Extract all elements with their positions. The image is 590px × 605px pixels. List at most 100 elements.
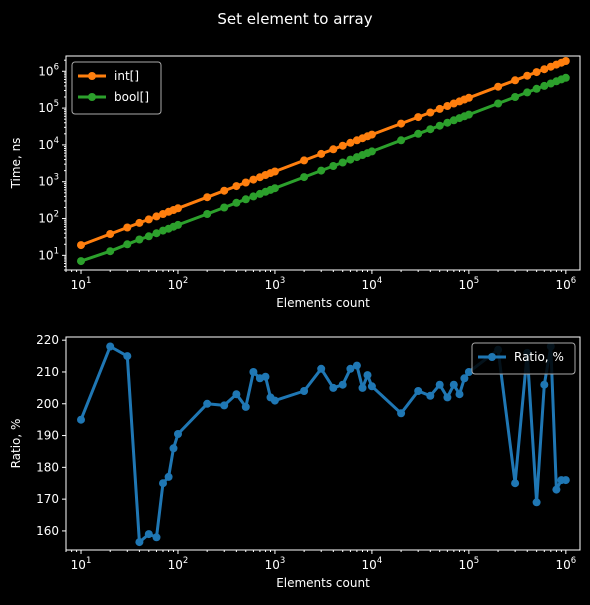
y-tick-label: 180 [36,460,59,474]
series-line [79,345,566,544]
data-point [159,479,167,488]
data-point [561,73,570,82]
x-tick-label: 102 [168,556,189,572]
legend-marker [88,72,96,80]
data-point [123,223,132,232]
y-tick-label: 190 [36,429,59,443]
y-tick-label: 170 [36,492,59,506]
data-point [77,257,85,266]
data-point [367,147,376,156]
data-point [232,390,241,399]
data-point [174,430,182,438]
data-point [241,402,250,411]
y-tick-label: 160 [36,524,59,538]
data-point [123,352,132,361]
data-point [135,235,144,244]
data-point [77,415,85,424]
data-point [220,203,229,212]
data-point [106,342,115,351]
data-point [464,368,473,376]
data-point [494,99,503,108]
data-point [270,184,279,193]
x-tick-label: 103 [265,276,286,292]
ratio-chart: 101 102 103 104 105 106 160 170 180 190 200 210 220 E… [9,333,581,590]
data-point [152,229,161,238]
y-axis-label: Ratio, % [9,419,23,469]
data-point [232,182,241,191]
data-point [77,241,85,250]
data-point [426,108,435,117]
data-point [203,399,212,408]
data-point [414,129,423,138]
data-point [144,530,153,539]
data-point [249,192,258,201]
data-point [346,155,355,164]
y-tick-label: 103 [38,173,59,189]
legend-marker [488,353,496,361]
data-point [511,93,520,101]
data-point [552,485,561,494]
data-point [317,166,326,175]
data-point [317,364,326,373]
data-point [523,71,532,80]
x-tick-label: 106 [555,276,576,292]
data-point [261,372,270,381]
series-bool [77,73,570,266]
data-point [317,149,326,158]
data-point [106,247,115,256]
data-point [532,84,541,93]
x-tick-label: 101 [71,276,92,292]
x-tick-label: 102 [168,276,189,292]
data-point [464,93,473,102]
data-point [329,162,338,170]
data-point [144,215,153,224]
x-tick-label: 101 [71,556,92,572]
data-point [367,382,376,391]
data-point [426,391,435,400]
y-axis-label: Time, ns [9,138,23,190]
data-point [220,401,229,410]
data-point [352,361,361,370]
data-point [300,387,309,395]
data-point [144,232,153,241]
data-point [241,195,250,204]
data-point [414,113,423,122]
data-point [540,380,549,389]
data-point [338,141,347,150]
data-point [443,118,452,127]
series-ratio [77,342,570,547]
x-axis-label: Elements count [276,296,370,310]
data-point [511,479,520,488]
data-point [249,368,258,376]
data-point [329,383,338,392]
data-point [174,204,182,213]
data-point [232,198,241,207]
legend-label: int[] [114,69,139,83]
x-tick-label: 105 [459,276,480,292]
data-point [540,65,549,74]
data-point [397,409,406,418]
data-point [414,387,423,395]
data-point [523,88,532,97]
data-point [152,212,161,221]
data-point [220,186,229,195]
data-point [106,230,115,238]
data-point [494,82,503,91]
data-point [460,374,469,383]
figure-title: Set element to array [217,10,372,28]
x-tick-label: 103 [265,556,286,572]
data-point [435,380,444,389]
legend: int[] bool[] [71,61,162,115]
data-point [435,121,444,130]
data-point [426,125,435,134]
legend-label: bool[] [114,90,149,104]
data-point [449,380,458,389]
data-point [249,175,258,184]
y-tick-label: 106 [38,62,59,78]
data-point [540,81,549,90]
data-point [532,498,541,507]
data-point [397,136,406,145]
data-point [300,173,309,182]
data-point [164,472,173,481]
data-point [532,68,541,77]
